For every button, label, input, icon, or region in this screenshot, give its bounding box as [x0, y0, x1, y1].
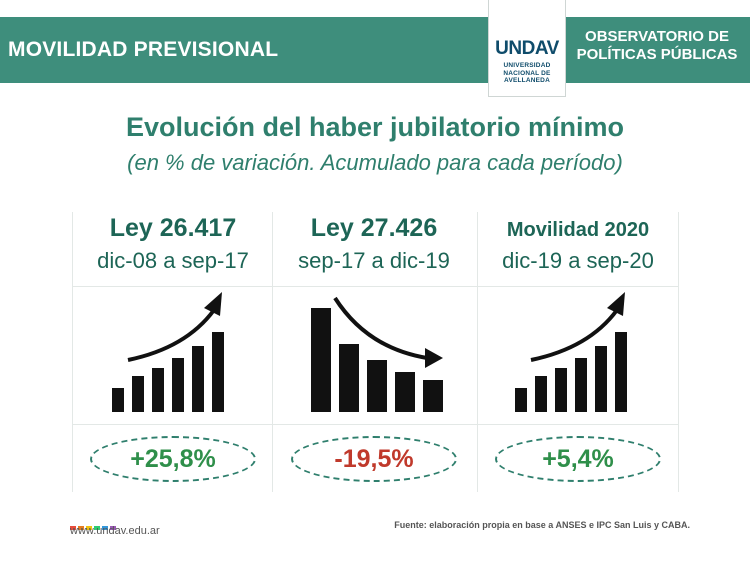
undav-logo: UNDAV UNIVERSIDAD NACIONAL DE AVELLANEDA [488, 0, 566, 97]
header-band [0, 17, 750, 83]
brand-color-strip [70, 517, 118, 535]
variation-pill: -19,5% [291, 436, 457, 482]
panel-period: sep-17 a dic-19 [298, 248, 450, 273]
grid-divider [272, 212, 273, 492]
rising-bars-arrow-icon [112, 292, 224, 412]
logo-mark: UNDAV [495, 38, 559, 59]
grid-divider [72, 286, 678, 287]
panel-law: Ley 27.426 [310, 214, 438, 242]
grid-divider [72, 424, 678, 425]
section-title: MOVILIDAD PREVISIONAL [8, 38, 279, 61]
panel-period: dic-19 a sep-20 [502, 248, 654, 273]
panel-period: dic-08 a sep-17 [97, 248, 249, 273]
source-note: Fuente: elaboración propia en base a ANS… [394, 520, 690, 530]
grid-divider [678, 212, 679, 492]
panel-law: Ley 26.417 [109, 214, 237, 242]
panel-ley-26417: Ley 26.417 dic-08 a sep-17 +25,8% [76, 212, 270, 492]
rising-bars-arrow-icon [515, 292, 627, 412]
panel-law: Movilidad 2020 [506, 219, 650, 241]
panel-ley-27426: Ley 27.426 sep-17 a dic-19 -19,5% [277, 212, 471, 492]
variation-pill: +25,8% [90, 436, 256, 482]
observatory-title: OBSERVATORIO DE POLÍTICAS PÚBLICAS [576, 28, 738, 63]
footer-url[interactable]: www.undav.edu.ar [70, 525, 160, 537]
panel-movilidad-2020: Movilidad 2020 dic-19 a sep-20 +5,4% [481, 212, 675, 492]
grid-divider [72, 212, 73, 492]
falling-bars-arrow-icon [311, 296, 443, 412]
grid-divider [477, 212, 478, 492]
page-subtitle: (en % de variación. Acumulado para cada … [127, 150, 623, 175]
logo-subtitle: UNIVERSIDAD NACIONAL DE AVELLANEDA [503, 62, 551, 84]
page-title: Evolución del haber jubilatorio mínimo [125, 112, 625, 142]
variation-pill: +5,4% [495, 436, 661, 482]
